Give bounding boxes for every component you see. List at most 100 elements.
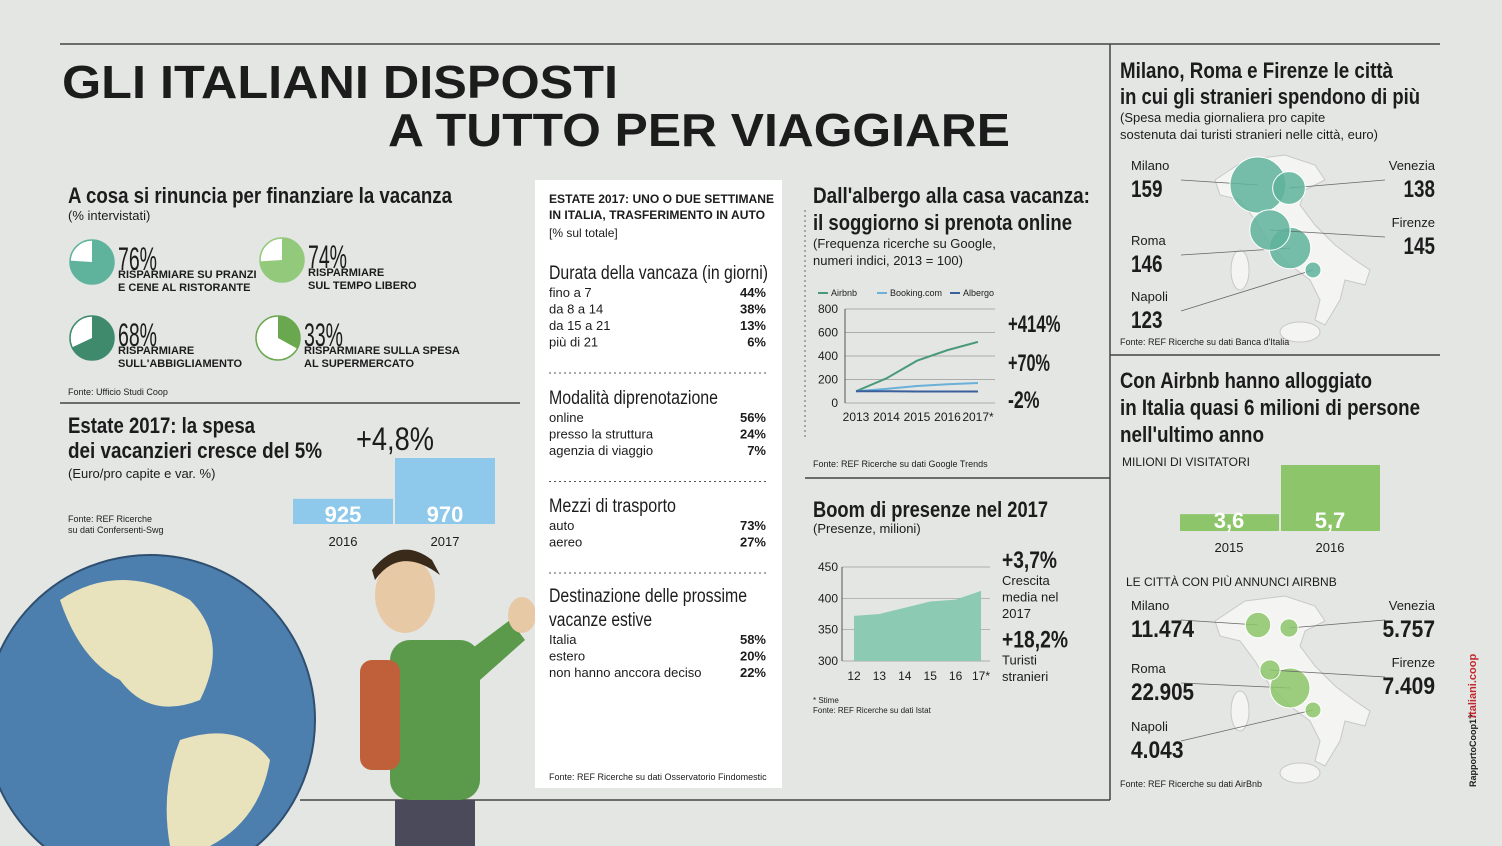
pie-caption: AL SUPERMERCATO	[304, 358, 414, 370]
x-tick-label: 2016	[934, 410, 961, 424]
pie-wedge	[70, 240, 114, 284]
x-tick-label: 2014	[873, 410, 900, 424]
city-name: Napoli	[1131, 289, 1168, 304]
source: su dati Confersenti-Swg	[68, 525, 164, 535]
x-tick-label: 2016	[1316, 540, 1345, 555]
globe	[0, 554, 316, 846]
table-cell: da 15 a 21	[549, 318, 610, 333]
y-tick-label: 400	[818, 591, 838, 605]
table-title: ESTATE 2017: UNO O DUE SETTIMANE	[549, 192, 774, 206]
annotation-text: 2017	[1002, 606, 1031, 621]
table-cell: 44%	[740, 285, 766, 300]
bubble	[1304, 701, 1322, 719]
table-heading: Durata della vancaza (in giorni)	[549, 263, 768, 284]
line	[855, 340, 979, 393]
section-title: Boom di presenze nel 2017	[813, 497, 1048, 522]
table-cell: 22%	[740, 665, 766, 680]
value-label: 5,7	[1315, 508, 1346, 533]
section-title: Dall'albergo alla casa vacanza:	[813, 183, 1090, 208]
pie-caption: E CENE AL RISTORANTE	[118, 282, 250, 294]
city-name: Napoli	[1131, 719, 1168, 734]
map-island	[1279, 321, 1321, 343]
section-title: dei vacanzieri cresce del 5%	[68, 438, 322, 463]
subtitle: (Frequenza ricerche su Google,	[813, 236, 996, 251]
table-title: IN ITALIA, TRASFERIMENTO IN AUTO	[549, 208, 765, 222]
annotation: +70%	[1008, 350, 1050, 377]
table-cell: 27%	[740, 535, 766, 550]
x-tick-label: 2017*	[962, 410, 994, 424]
city-value: 123	[1131, 307, 1163, 334]
annotation-text: Crescita	[1002, 573, 1050, 588]
city-value: 5.757	[1383, 616, 1436, 643]
y-tick-label: 800	[818, 302, 838, 316]
annotation-text: Turisti	[1002, 653, 1037, 668]
bubble	[1244, 611, 1272, 639]
connector	[1269, 669, 1386, 678]
city-name: Roma	[1131, 233, 1166, 248]
table-cell: presso la struttura	[549, 427, 654, 442]
side-note: italiani.coop	[1467, 654, 1479, 718]
value-label: 3,6	[1214, 508, 1245, 533]
map-island	[1230, 249, 1250, 291]
table-cell: 73%	[740, 518, 766, 533]
city-value: 159	[1131, 176, 1163, 203]
table-cell: agenzia di viaggio	[549, 443, 653, 458]
subtitle: [% sul totale]	[549, 226, 618, 240]
table-cell: Italia	[549, 632, 577, 647]
table-cell: 20%	[740, 649, 766, 664]
city-value: 138	[1404, 176, 1436, 203]
section-title: Con Airbnb hanno alloggiato	[1120, 368, 1372, 393]
x-tick-label: 17*	[972, 669, 990, 683]
city-name: Milano	[1131, 598, 1169, 613]
annotation: +18,2%	[1002, 627, 1068, 654]
table-cell: online	[549, 410, 584, 425]
table-heading: Modalità diprenotazione	[549, 388, 718, 409]
city-name: Firenze	[1392, 655, 1435, 670]
section-title: nell'ultimo anno	[1120, 422, 1264, 447]
subtitle: (Spesa media giornaliera pro capite	[1120, 110, 1325, 125]
x-tick-label: 2017	[431, 534, 460, 549]
section-title: in Italia quasi 6 milioni di persone	[1120, 395, 1420, 420]
table-cell: 7%	[747, 443, 766, 458]
pie-wedge	[72, 316, 115, 361]
annotation: -2%	[1008, 387, 1040, 414]
bar	[293, 498, 393, 524]
value-label: 970	[427, 502, 464, 527]
x-tick-label: 16	[949, 669, 963, 683]
table-heading: Mezzi di trasporto	[549, 496, 676, 517]
y-tick-label: 200	[818, 373, 838, 387]
source: Fonte: Ufficio Studi Coop	[68, 387, 168, 397]
y-tick-label: 300	[818, 654, 838, 668]
x-tick-label: 14	[898, 669, 912, 683]
bar	[395, 458, 495, 524]
table-cell: più di 21	[549, 335, 598, 350]
legend-label: Booking.com	[890, 288, 942, 298]
subtitle: sostenuta dai turisti stranieri nelle ci…	[1120, 127, 1378, 142]
annotation-text: media nel	[1002, 590, 1058, 605]
bubble	[1269, 667, 1311, 709]
pie-wedge	[260, 238, 305, 283]
table-heading: Destinazione delle prossime	[549, 586, 747, 607]
annotation-text: stranieri	[1002, 669, 1048, 684]
x-tick-label: 2015	[1215, 540, 1244, 555]
table-cell: 58%	[740, 632, 766, 647]
table-cell: aereo	[549, 535, 582, 550]
city-value: 11.474	[1131, 616, 1195, 643]
axis-label: MILIONI DI VISITATORI	[1122, 455, 1250, 469]
city-name: Firenze	[1392, 215, 1435, 230]
legend-label: Albergo	[963, 288, 994, 298]
connector	[1180, 269, 1314, 312]
city-value: 145	[1404, 233, 1436, 260]
map-island	[1279, 762, 1321, 784]
table-cell: 24%	[740, 427, 766, 442]
x-tick-label: 2016	[329, 534, 358, 549]
pie-caption: SUL TEMPO LIBERO	[308, 280, 417, 292]
city-name: Roma	[1131, 661, 1166, 676]
subtitle: numeri indici, 2013 = 100)	[813, 253, 963, 268]
pie-caption: RISPARMIARE	[118, 345, 194, 357]
x-tick-label: 12	[847, 669, 861, 683]
map-island	[1230, 690, 1250, 732]
table-cell: da 8 a 14	[549, 302, 603, 317]
source: Fonte: REF Ricerche	[68, 514, 152, 524]
city-value: 22.905	[1131, 679, 1194, 706]
